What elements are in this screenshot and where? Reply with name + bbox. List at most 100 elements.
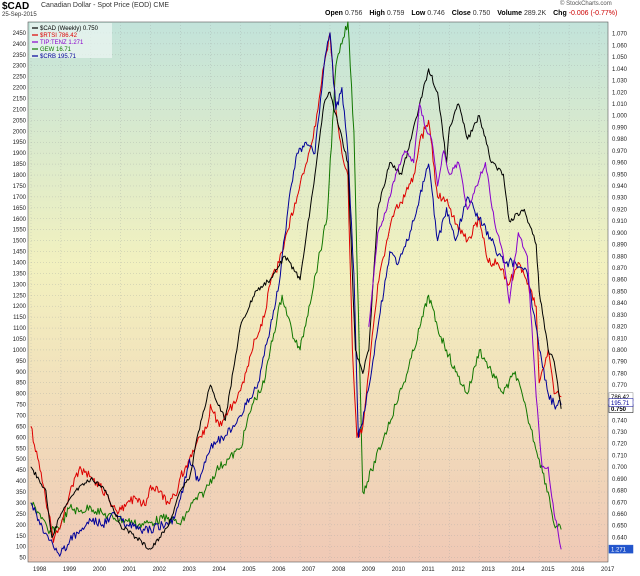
series-point: [478, 115, 480, 117]
x-tick-label: 2003: [182, 567, 196, 573]
left-tick-label: 1700: [13, 195, 27, 201]
series-point: [209, 404, 211, 406]
left-tick-label: 1600: [13, 217, 27, 223]
legend: $CAD (Weekly) 0.750$RTSI 786.42TIP:TENZ …: [30, 23, 112, 60]
series-point: [39, 513, 41, 515]
right-tick-label: 0.710: [612, 453, 628, 459]
series-point: [487, 262, 489, 263]
series-point: [404, 196, 406, 198]
series-point: [126, 520, 128, 521]
series-point: [105, 490, 107, 491]
series-point: [467, 393, 468, 395]
series-point: [560, 548, 562, 550]
series-point: [383, 436, 385, 438]
series-point: [347, 21, 349, 23]
series-point: [281, 294, 283, 296]
left-tick-label: 1300: [13, 282, 27, 288]
left-tick-label: 150: [16, 534, 27, 540]
series-point: [437, 196, 439, 198]
right-tick-label: 0.820: [612, 325, 628, 331]
series-point: [443, 150, 445, 152]
series-point: [254, 338, 256, 340]
x-tick-label: 2014: [511, 567, 525, 573]
x-tick-label: 2006: [272, 567, 286, 573]
series-point: [467, 240, 468, 242]
series-point: [326, 218, 328, 220]
series-point: [526, 255, 528, 257]
series-point: [135, 536, 137, 538]
series-point: [269, 279, 271, 281]
series-point: [351, 349, 353, 351]
left-tick-label: 2250: [13, 75, 27, 81]
series-point: [138, 528, 140, 530]
series-point: [135, 498, 137, 500]
series-point: [48, 539, 50, 541]
series-point: [428, 163, 430, 165]
series-point: [269, 283, 271, 285]
series-point: [227, 458, 229, 460]
series-point: [419, 327, 421, 329]
right-tick-label: 0.970: [612, 149, 628, 155]
series-point: [257, 382, 259, 384]
series-point: [188, 458, 190, 460]
right-tick-label: 0.980: [612, 137, 628, 143]
right-tick-label: 0.740: [612, 418, 628, 424]
series-point: [180, 524, 181, 526]
left-tick-label: 950: [16, 359, 27, 365]
series-point: [449, 173, 450, 175]
series-point: [269, 349, 271, 351]
left-tick-label: 200: [16, 523, 27, 529]
right-tick-label: 0.720: [612, 442, 628, 448]
high-label: High: [369, 10, 385, 17]
series-point: [428, 294, 430, 296]
stockcharts-brand: © StockCharts.com: [560, 1, 612, 7]
series-point: [347, 152, 349, 154]
series-point: [419, 141, 421, 143]
series-point: [278, 283, 280, 285]
series-point: [60, 513, 62, 515]
series-point: [458, 162, 459, 164]
series-point: [90, 520, 92, 521]
series-point: [60, 552, 62, 554]
right-tick-label: 0.790: [612, 360, 628, 366]
series-point: [377, 232, 379, 234]
left-tick-label: 300: [16, 501, 27, 507]
series-line-tip-tenz: [368, 103, 562, 550]
right-tick-label: 0.950: [612, 172, 628, 178]
right-tick-label: 0.730: [612, 430, 628, 436]
series-point: [514, 371, 516, 373]
x-tick-label: 2005: [242, 567, 256, 573]
right-tick-label: 0.650: [612, 524, 628, 530]
legend-box: [30, 23, 112, 58]
series-point: [51, 536, 53, 538]
legend-item: $RTSI 786.42: [40, 33, 78, 39]
series-point: [538, 349, 540, 351]
series-point: [150, 528, 152, 530]
series-point: [150, 548, 152, 550]
last-value-badge: [608, 398, 634, 407]
series-point: [180, 476, 181, 478]
series-point: [69, 539, 71, 541]
series-point: [329, 91, 331, 93]
series-point: [458, 103, 459, 105]
series-point: [39, 469, 41, 471]
series-point: [245, 371, 247, 373]
series-point: [197, 480, 199, 482]
series-point: [78, 469, 80, 471]
series-point: [150, 522, 152, 524]
series-point: [556, 525, 558, 527]
left-tick-label: 500: [16, 457, 27, 463]
left-tick-label: 2050: [13, 118, 27, 124]
series-point: [449, 207, 450, 209]
legend-item: GEW 16.71: [40, 47, 72, 53]
series-point: [526, 415, 528, 416]
left-tick-label: 1150: [13, 315, 27, 321]
chg-value: -0.006 (-0.77%): [568, 10, 618, 17]
right-tick-label: 0.850: [612, 289, 628, 295]
series-point: [386, 240, 388, 242]
left-tick-label: 900: [16, 370, 27, 376]
ohlc-readout: Open 0.756 High 0.759 Low 0.746 Close 0.…: [325, 10, 622, 17]
series-point: [239, 326, 241, 328]
series-point: [335, 108, 337, 110]
left-tick-label: 1050: [13, 337, 27, 343]
